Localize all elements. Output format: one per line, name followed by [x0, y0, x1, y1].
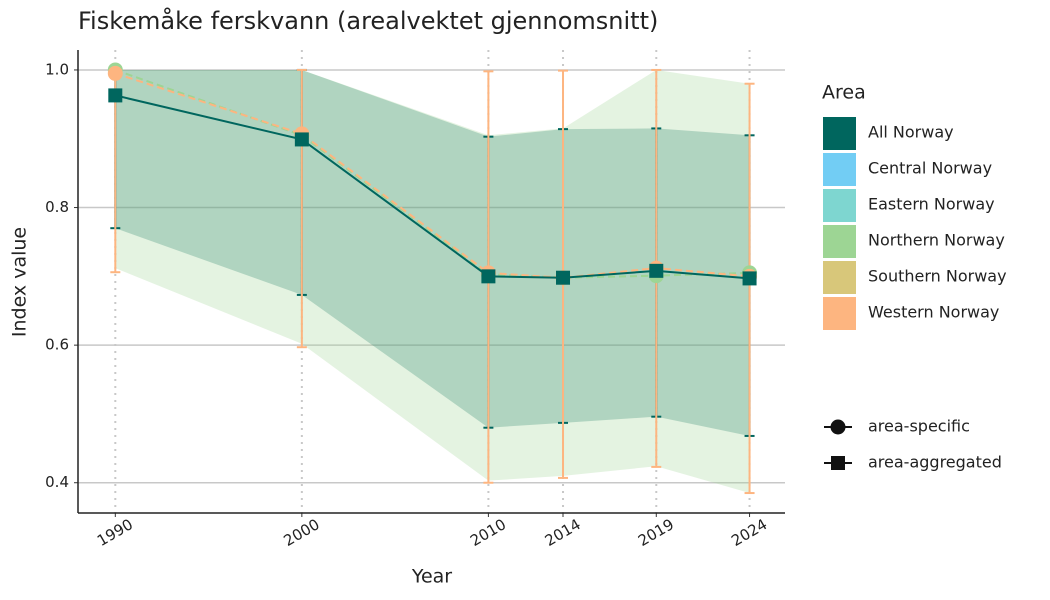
legend-label: Northern Norway: [868, 231, 1005, 250]
y-tick-label: 0.4: [45, 473, 69, 491]
x-tick-label: 2024: [728, 515, 770, 550]
legend-title: Area: [822, 82, 866, 104]
y-tick-label: 0.6: [45, 336, 69, 354]
legend-shape: [830, 419, 846, 435]
point: [107, 65, 123, 81]
x-tick-label: 2014: [542, 515, 584, 550]
y-tick-label: 1.0: [45, 60, 69, 78]
x-tick-label: 2000: [281, 515, 323, 550]
legend-label: Eastern Norway: [868, 195, 995, 214]
legend-label: All Norway: [868, 123, 954, 142]
legend-key: [823, 261, 856, 294]
legend-label: area-aggregated: [868, 453, 1002, 472]
ribbon: [115, 69, 750, 436]
x-tick-label: 2019: [635, 515, 677, 550]
legend-key: [823, 117, 856, 150]
x-axis-label: Year: [411, 566, 452, 588]
series-line: [115, 94, 750, 280]
legend-key: [823, 153, 856, 186]
chart-title: Fiskemåke ferskvann (arealvektet gjennom…: [78, 6, 658, 35]
x-tick-label: 2010: [467, 515, 509, 550]
error-bar: [744, 82, 755, 495]
point: [649, 263, 664, 278]
point: [556, 270, 571, 285]
point: [294, 132, 309, 147]
point: [108, 88, 123, 103]
legend-key: [823, 225, 856, 258]
y-tick-label: 0.8: [45, 198, 69, 216]
legend-shape: [831, 456, 845, 470]
legend-key: [823, 189, 856, 222]
legend-key: [823, 297, 856, 330]
y-axis-label: Index value: [9, 227, 31, 337]
point: [742, 271, 757, 286]
error-bar: [296, 68, 307, 349]
point: [481, 269, 496, 284]
legend-label: area-specific: [868, 417, 970, 436]
legend-label: Central Norway: [868, 159, 992, 178]
series-line: [115, 72, 750, 279]
ribbon: [115, 69, 750, 494]
x-tick-label: 1990: [94, 515, 136, 550]
legend-label: Southern Norway: [868, 267, 1007, 286]
legend-label: Western Norway: [868, 303, 999, 322]
